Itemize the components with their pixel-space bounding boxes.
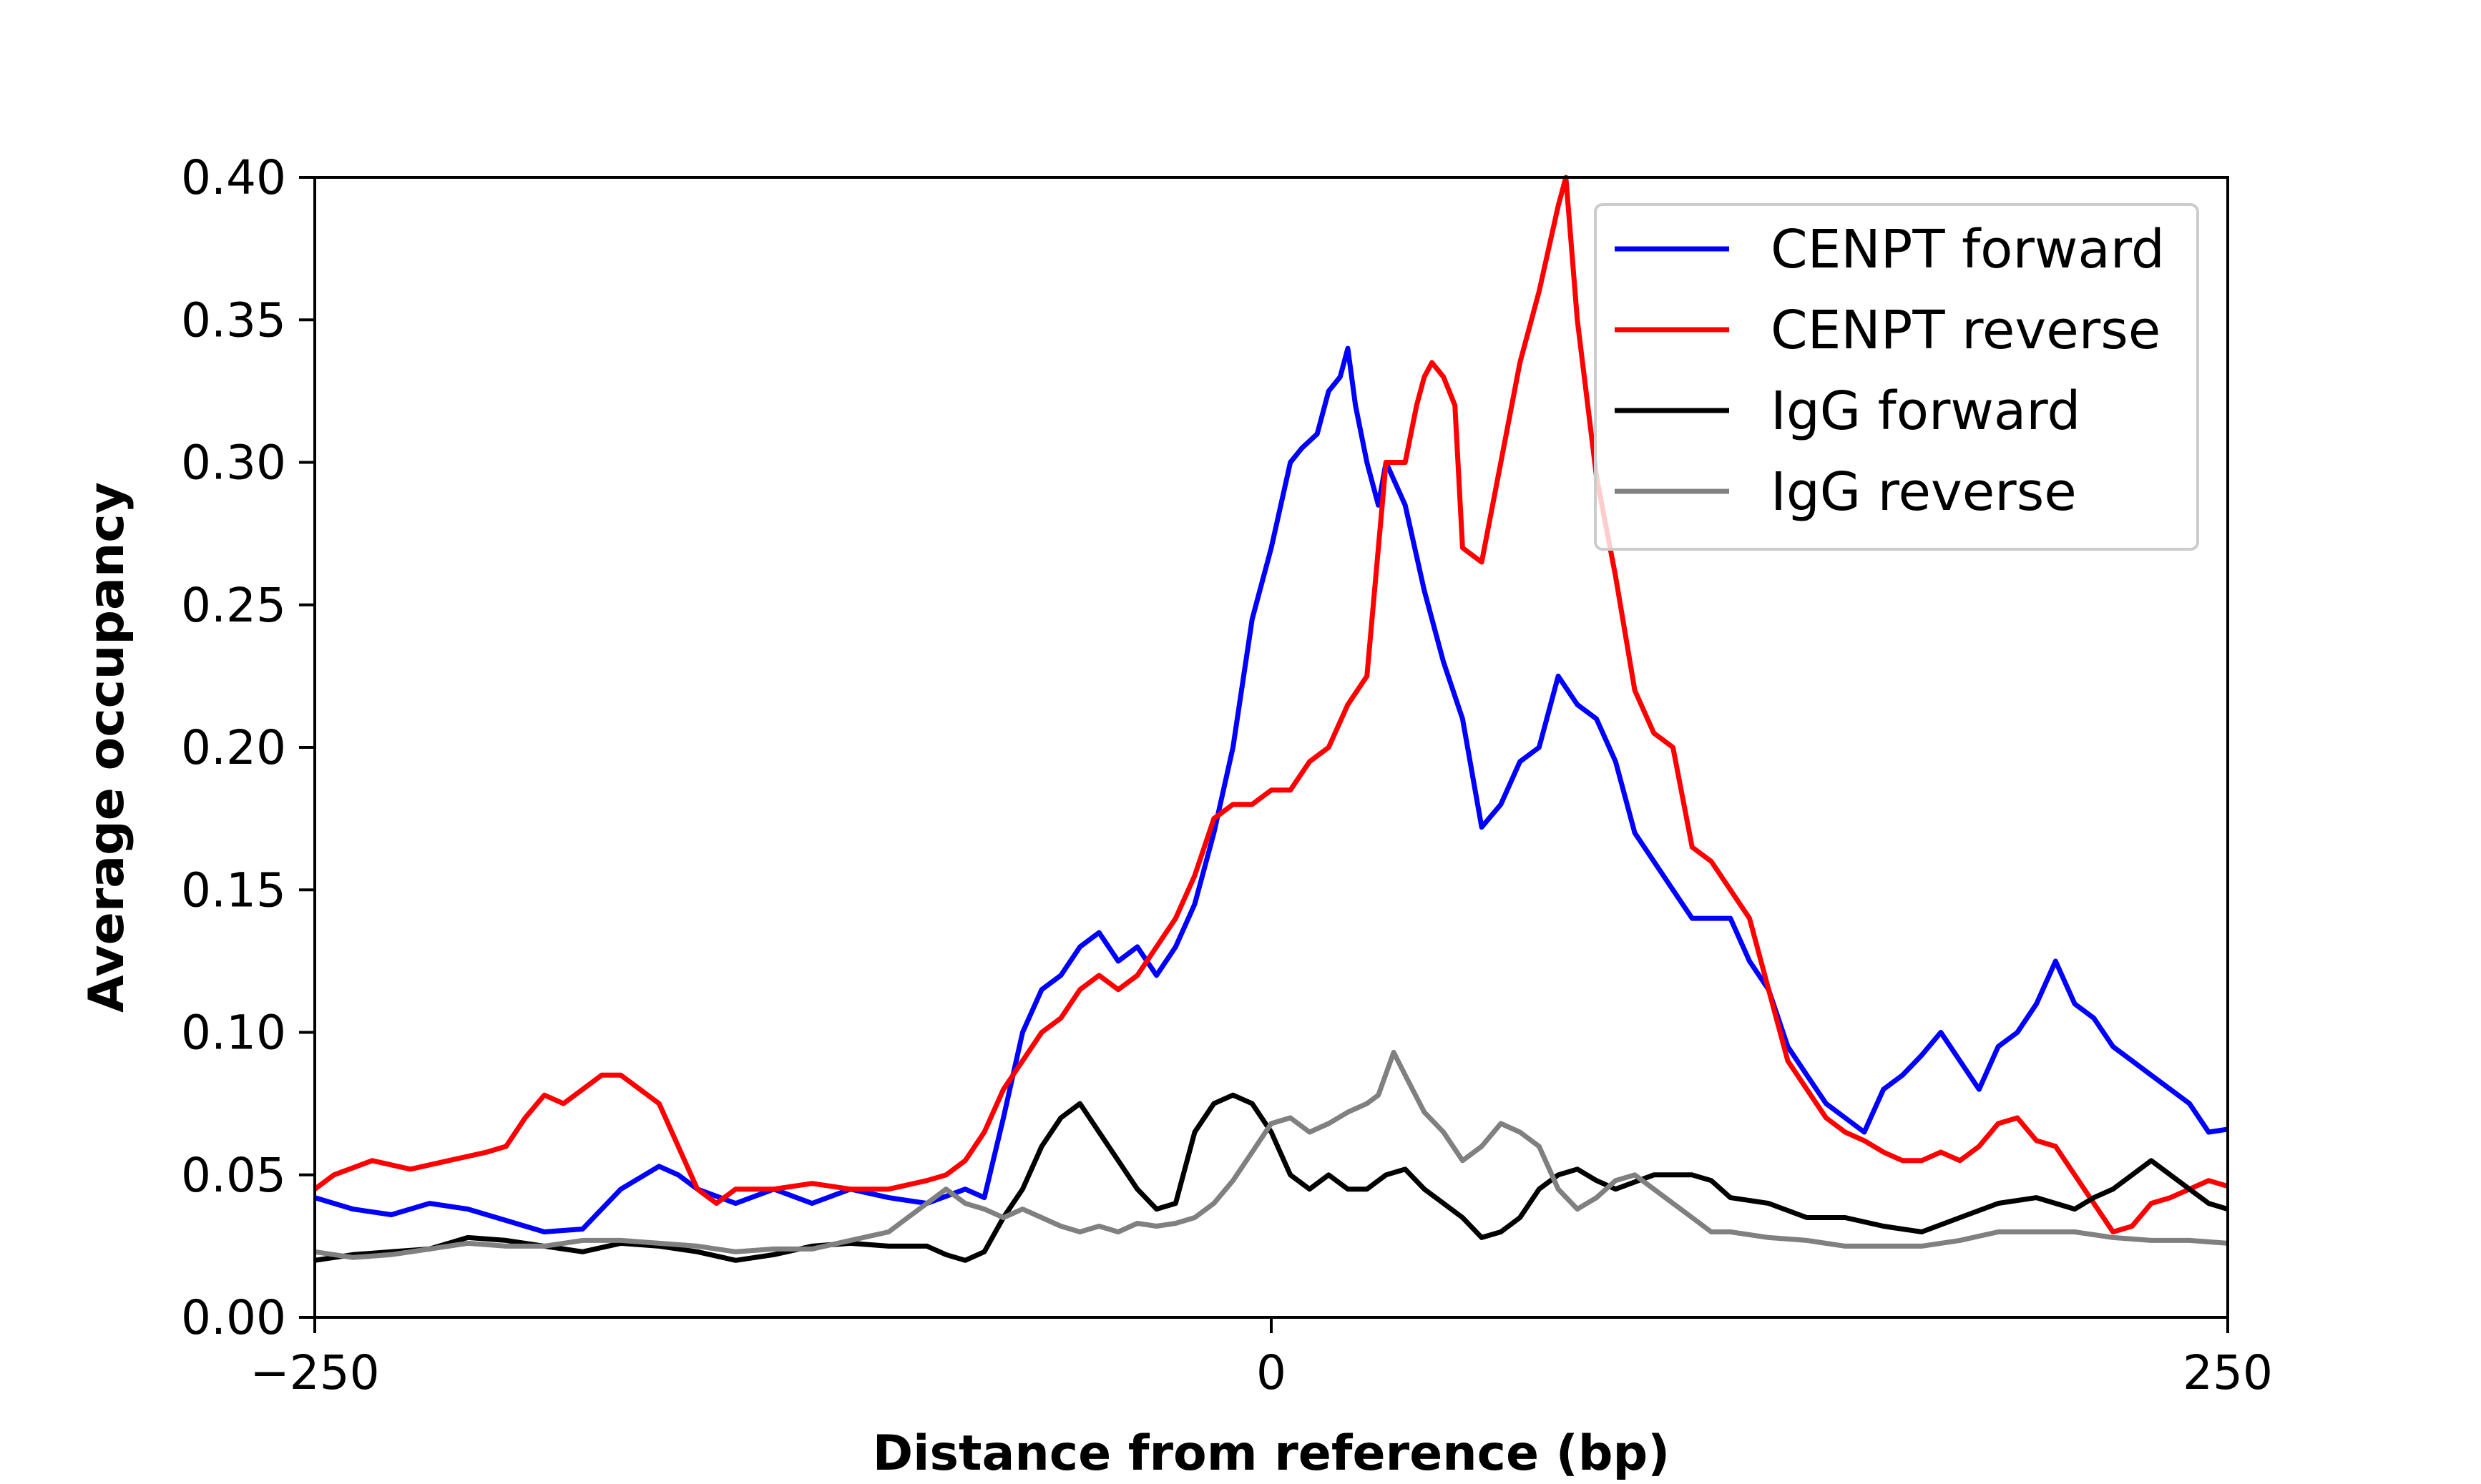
x-tick-label: 0: [1256, 1345, 1286, 1400]
y-tick-label: 0.15: [181, 863, 286, 918]
x-axis-title: Distance from reference (bp): [873, 1425, 1670, 1480]
series-line-igg-reverse: [315, 1049, 2228, 1260]
y-axis: 0.00 0.05 0.10 0.15 0.20 0.25 0.30 0.35 0.40: [181, 150, 315, 1345]
x-axis: −250 0 250: [250, 1317, 2273, 1400]
series-line-cenpt-reverse: [315, 175, 2228, 1234]
y-axis-title: Average occupancy: [79, 482, 135, 1013]
y-tick-label: 0.30: [181, 436, 286, 491]
x-tick-label: 250: [2183, 1345, 2273, 1400]
y-tick-label: 0.40: [181, 150, 286, 205]
y-tick-label: 0.05: [181, 1148, 286, 1203]
series-line-igg-forward: [315, 1092, 2228, 1263]
y-tick-label: 0.00: [181, 1290, 286, 1345]
legend-label: IgG reverse: [1771, 461, 2077, 523]
legend: CENPT forward CENPT reverse IgG forward IgG…: [1594, 203, 2199, 551]
series-group: [315, 175, 2228, 1263]
y-tick-label: 0.25: [181, 578, 286, 633]
y-tick-label: 0.35: [181, 293, 286, 348]
legend-label: IgG forward: [1771, 380, 2080, 442]
y-tick-label: 0.10: [181, 1006, 286, 1061]
x-tick-label: −250: [250, 1345, 379, 1400]
legend-label: CENPT forward: [1771, 219, 2165, 280]
legend-label: CENPT reverse: [1771, 300, 2161, 361]
legend-box: [1594, 203, 2199, 551]
y-tick-label: 0.20: [181, 720, 286, 775]
